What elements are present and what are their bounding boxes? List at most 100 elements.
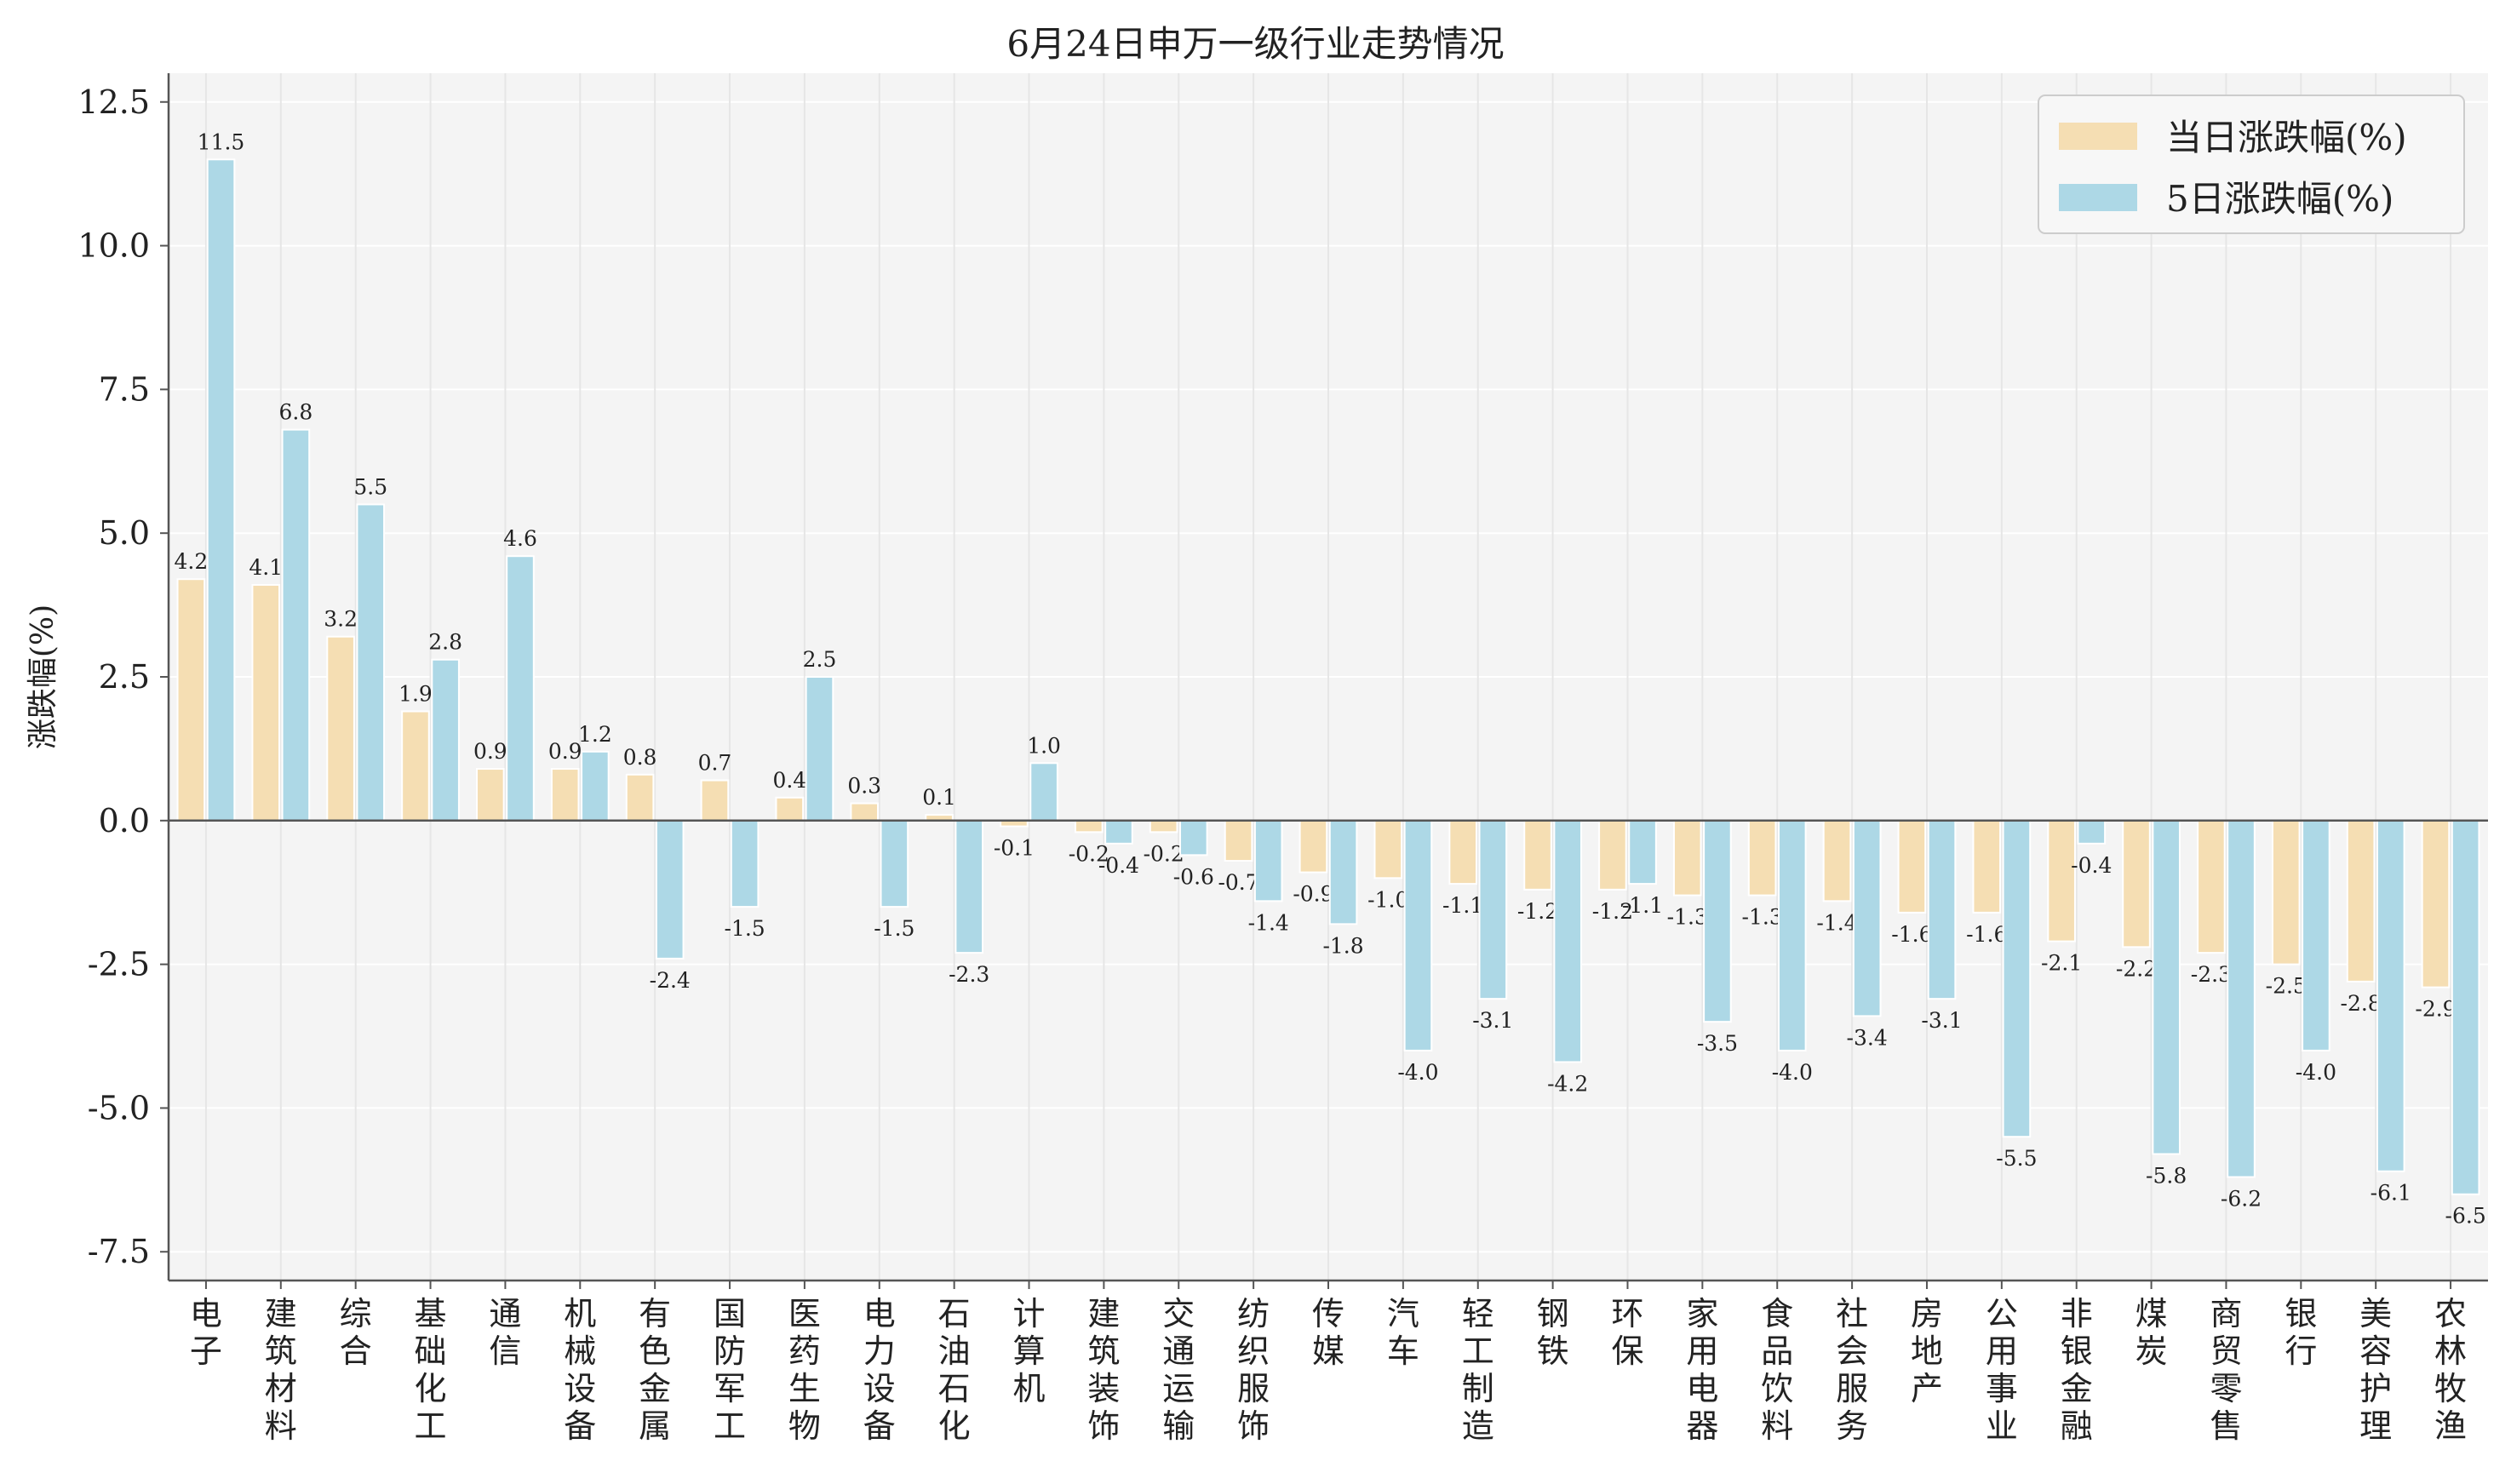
label-5day-24: -5.5 bbox=[1996, 1146, 2037, 1171]
y-axis-label: 涨跌幅(%) bbox=[26, 604, 60, 749]
label-5day-9: -1.5 bbox=[874, 916, 914, 941]
x-tick-label-1: 建筑材料 bbox=[265, 1295, 297, 1445]
bar-daily-28 bbox=[2271, 819, 2301, 965]
bar-daily-15 bbox=[1298, 819, 1328, 874]
x-tick-label-3: 基础化工 bbox=[415, 1295, 447, 1445]
label-daily-16: -1.0 bbox=[1367, 887, 1408, 912]
x-tick-label-18: 钢铁 bbox=[1537, 1295, 1569, 1370]
bar-5day-26 bbox=[2152, 819, 2181, 1155]
label-5day-0: 11.5 bbox=[198, 129, 245, 154]
y-tick-label: 12.5 bbox=[77, 83, 150, 121]
x-tick-label-30: 农林牧渔 bbox=[2434, 1295, 2467, 1445]
x-tick-label-17: 轻工制造 bbox=[1462, 1295, 1494, 1445]
bar-daily-18 bbox=[1523, 819, 1552, 891]
label-daily-15: -0.9 bbox=[1293, 882, 1333, 907]
bar-daily-12 bbox=[1074, 819, 1104, 834]
y-tick-label: -7.5 bbox=[88, 1233, 150, 1270]
x-tick-label-25: 非银金融 bbox=[2061, 1295, 2093, 1445]
x-tick-label-15: 传媒 bbox=[1312, 1295, 1344, 1370]
bar-daily-5 bbox=[550, 768, 580, 822]
label-5day-14: -1.4 bbox=[1248, 910, 1289, 935]
label-daily-19: -1.2 bbox=[1592, 899, 1633, 924]
bar-5day-12 bbox=[1104, 819, 1133, 845]
y-tick-label: 7.5 bbox=[99, 370, 150, 408]
y-tick-label: 10.0 bbox=[77, 227, 150, 265]
bar-daily-17 bbox=[1448, 819, 1477, 885]
x-tick-label-13: 交通运输 bbox=[1162, 1295, 1195, 1445]
label-5day-15: -1.8 bbox=[1322, 933, 1363, 958]
bar-daily-29 bbox=[2346, 819, 2376, 983]
x-tick-label-23: 房地产 bbox=[1911, 1295, 1943, 1407]
bar-5day-0 bbox=[206, 158, 236, 822]
label-daily-9: 0.3 bbox=[847, 774, 881, 799]
bar-daily-13 bbox=[1149, 819, 1178, 834]
bar-daily-7 bbox=[700, 779, 730, 822]
chart-title: 6月24日申万一级行业走势情况 bbox=[1006, 23, 1505, 65]
bar-daily-8 bbox=[775, 796, 805, 822]
label-daily-10: 0.1 bbox=[922, 785, 956, 810]
bar-daily-20 bbox=[1672, 819, 1702, 897]
label-5day-4: 4.6 bbox=[503, 526, 537, 551]
label-daily-4: 0.9 bbox=[473, 739, 507, 764]
label-5day-10: -2.3 bbox=[949, 962, 989, 987]
x-tick-label-24: 公用事业 bbox=[1986, 1295, 2018, 1445]
y-tick-label: 5.0 bbox=[99, 514, 150, 552]
label-daily-18: -1.2 bbox=[1517, 899, 1558, 924]
bar-5day-27 bbox=[2227, 819, 2256, 1178]
x-tick-label-10: 石油石化 bbox=[938, 1295, 971, 1445]
label-5day-17: -3.1 bbox=[1472, 1008, 1513, 1033]
bar-5day-17 bbox=[1478, 819, 1508, 1000]
label-daily-5: 0.9 bbox=[548, 739, 582, 764]
x-tick-label-6: 有色金属 bbox=[639, 1295, 671, 1445]
label-5day-3: 2.8 bbox=[428, 630, 462, 655]
y-tick-label: 0.0 bbox=[99, 802, 150, 839]
label-daily-22: -1.4 bbox=[1816, 910, 1857, 935]
bar-daily-9 bbox=[850, 802, 880, 822]
bar-5day-13 bbox=[1179, 819, 1208, 857]
label-daily-6: 0.8 bbox=[623, 745, 657, 770]
bar-daily-23 bbox=[1897, 819, 1927, 914]
bar-daily-24 bbox=[1972, 819, 2002, 914]
bar-5day-29 bbox=[2376, 819, 2405, 1172]
bar-5day-3 bbox=[431, 658, 460, 822]
bar-5day-9 bbox=[880, 819, 909, 908]
label-daily-17: -1.1 bbox=[1442, 893, 1483, 918]
label-5day-22: -3.4 bbox=[1847, 1025, 1888, 1050]
label-5day-16: -4.0 bbox=[1397, 1060, 1438, 1085]
bar-5day-7 bbox=[730, 819, 760, 908]
label-daily-29: -2.8 bbox=[2341, 991, 2382, 1016]
bar-5day-2 bbox=[356, 503, 386, 822]
label-daily-25: -2.1 bbox=[2041, 951, 2082, 976]
label-5day-19: -1.1 bbox=[1622, 893, 1663, 918]
label-daily-24: -1.6 bbox=[1966, 922, 2007, 947]
bar-5day-15 bbox=[1328, 819, 1358, 925]
y-tick-label: -5.0 bbox=[88, 1089, 150, 1126]
bar-5day-28 bbox=[2302, 819, 2330, 1051]
bar-5day-18 bbox=[1553, 819, 1583, 1063]
bar-5day-4 bbox=[506, 555, 535, 822]
bar-daily-27 bbox=[2197, 819, 2226, 954]
bar-daily-30 bbox=[2421, 819, 2451, 988]
legend-label-0: 当日涨跌幅(%) bbox=[2166, 117, 2407, 158]
label-5day-27: -6.2 bbox=[2221, 1186, 2262, 1211]
bar-daily-1 bbox=[251, 583, 281, 822]
legend-label-1: 5日涨跌幅(%) bbox=[2166, 178, 2393, 220]
bar-5day-19 bbox=[1628, 819, 1657, 885]
label-daily-0: 4.2 bbox=[174, 549, 208, 574]
label-5day-12: -0.4 bbox=[1098, 853, 1139, 878]
label-5day-5: 1.2 bbox=[578, 722, 612, 747]
x-tick-label-12: 建筑装饰 bbox=[1087, 1295, 1120, 1445]
label-5day-26: -5.8 bbox=[2146, 1163, 2187, 1188]
x-tick-label-27: 商贸零售 bbox=[2210, 1295, 2242, 1445]
bar-5day-30 bbox=[2451, 819, 2480, 1195]
label-5day-1: 6.8 bbox=[278, 400, 312, 425]
x-tick-label-4: 通信 bbox=[489, 1295, 521, 1370]
label-5day-18: -4.2 bbox=[1547, 1071, 1588, 1096]
x-tick-label-26: 煤炭 bbox=[2135, 1295, 2168, 1370]
y-tick-label: 2.5 bbox=[99, 658, 150, 696]
label-daily-20: -1.3 bbox=[1667, 905, 1708, 930]
legend-swatch-1 bbox=[2059, 184, 2137, 211]
x-tick-label-5: 机械设备 bbox=[564, 1295, 596, 1445]
label-5day-7: -1.5 bbox=[724, 916, 765, 941]
